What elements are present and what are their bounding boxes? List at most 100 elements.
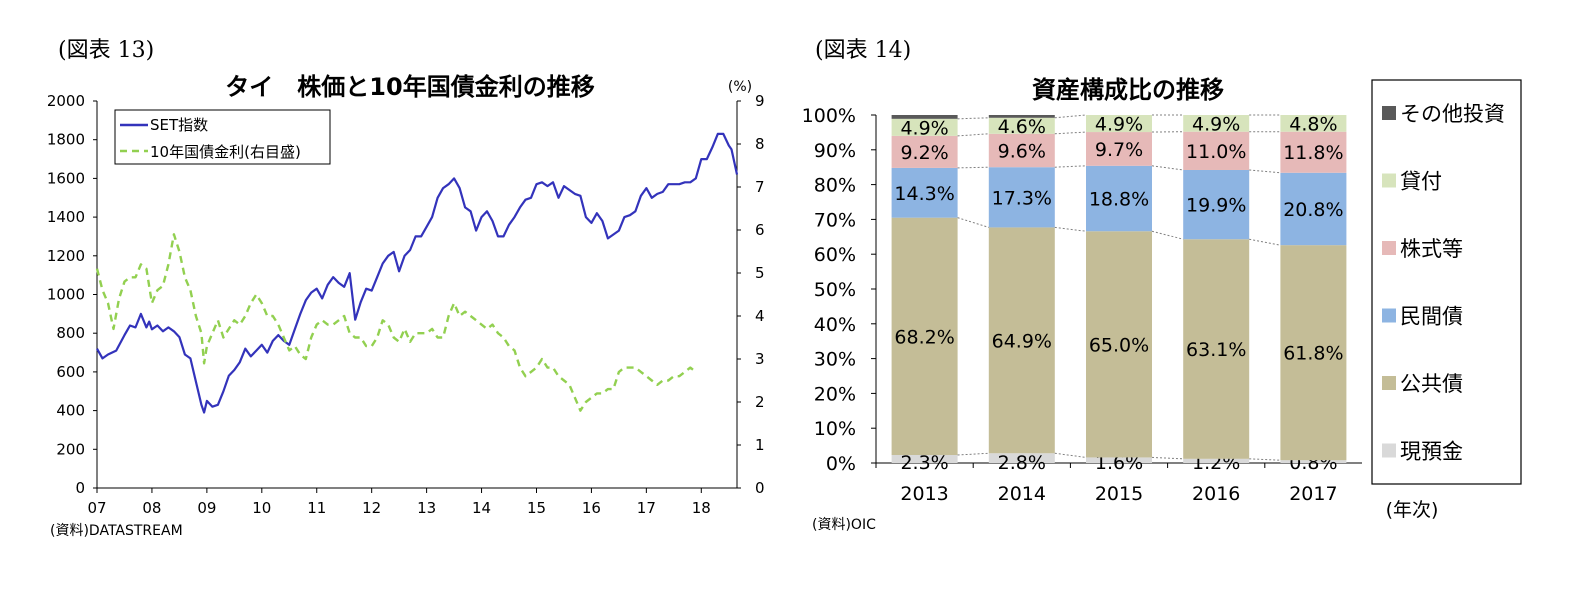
series-connector-line bbox=[957, 217, 989, 228]
legend-label-set: SET指数 bbox=[150, 116, 208, 134]
chart2-y-tick-label: 30% bbox=[814, 349, 856, 371]
stacked-bar-segment bbox=[1280, 131, 1347, 173]
chart2-source: (資料)OIC bbox=[812, 517, 876, 533]
chart2-y-tick-label: 100% bbox=[802, 105, 856, 127]
series-connector-line bbox=[1151, 165, 1184, 171]
chart1-x-tick-label: 08 bbox=[142, 499, 161, 517]
segment-data-label: 18.8% bbox=[1089, 189, 1149, 211]
stacked-bar-segment bbox=[1183, 115, 1250, 132]
chart1-left-tick-label: 600 bbox=[56, 363, 85, 381]
legend-label: 民間債 bbox=[1400, 305, 1463, 329]
stacked-bar-segment bbox=[1086, 115, 1152, 133]
chart1-plot-area: 0200400600800100012001400160018002000012… bbox=[47, 92, 765, 517]
chart1-right-unit: (%) bbox=[728, 79, 752, 95]
segment-data-label: 17.3% bbox=[992, 187, 1052, 209]
chart2-y-tick-label: 70% bbox=[814, 209, 856, 231]
chart2-x-tick-label: 2016 bbox=[1192, 483, 1240, 505]
chart1-left-tick-label: 1800 bbox=[47, 131, 85, 149]
stacked-bar-segment bbox=[1086, 231, 1152, 458]
chart2-y-tick-label: 50% bbox=[814, 279, 856, 301]
stacked-bar-segment bbox=[1086, 457, 1152, 463]
chart1-right-tick-label: 7 bbox=[755, 178, 765, 196]
stacked-bar-segment bbox=[988, 117, 1055, 134]
segment-data-label: 9.7% bbox=[1095, 139, 1143, 161]
segment-data-label: 68.2% bbox=[894, 326, 954, 348]
legend-swatch bbox=[1382, 173, 1396, 188]
chart1-x-tick-label: 14 bbox=[472, 499, 491, 517]
chart2-y-tick-label: 90% bbox=[814, 140, 856, 162]
chart1-left-tick-label: 200 bbox=[56, 440, 85, 458]
segment-data-label: 11.8% bbox=[1283, 142, 1343, 164]
chart1-left-tick-label: 400 bbox=[56, 402, 85, 420]
legend-label: 公共債 bbox=[1400, 372, 1463, 396]
stacked-bar-segment bbox=[1280, 172, 1347, 246]
chart1-right-tick-label: 0 bbox=[755, 479, 765, 497]
chart1-right-tick-label: 8 bbox=[755, 135, 765, 153]
chart1-x-tick-label: 12 bbox=[362, 499, 381, 517]
legend-label: 貸付 bbox=[1400, 170, 1442, 194]
segment-data-label: 1.6% bbox=[1095, 452, 1143, 474]
chart2-x-tick-label: 2015 bbox=[1095, 483, 1143, 505]
chart2-plot-area: 0% 10% 20% 30% 40% 50% 60% 70% 80% 90% 100% 2013 201… bbox=[802, 105, 1362, 505]
segment-data-label: 4.9% bbox=[900, 117, 948, 139]
segment-data-label: 4.9% bbox=[1192, 113, 1240, 135]
series-connector-line bbox=[1249, 169, 1281, 174]
legend-swatch bbox=[1382, 308, 1396, 323]
stacked-bar-segment bbox=[1086, 132, 1152, 166]
series-connector-line bbox=[1249, 238, 1281, 246]
chart1-right-tick-label: 6 bbox=[755, 221, 765, 239]
segment-data-label: 4.8% bbox=[1289, 113, 1337, 135]
legend-swatch bbox=[1382, 443, 1396, 458]
chart1-right-tick-label: 4 bbox=[755, 307, 765, 325]
chart2-y-tick-label: 60% bbox=[814, 244, 856, 266]
chart1-right-tick-label: 3 bbox=[755, 350, 765, 368]
segment-data-label: 20.8% bbox=[1283, 199, 1343, 221]
segment-data-label: 9.2% bbox=[900, 142, 948, 164]
legend-swatch bbox=[1382, 241, 1396, 255]
figure-13-label: (図表 13) bbox=[58, 38, 154, 63]
stacked-bar-segment bbox=[1086, 165, 1152, 232]
chart2-y-tick-label: 0% bbox=[826, 453, 856, 475]
chart1-legend: SET指数 10年国債金利(右目盛) bbox=[114, 109, 331, 165]
chart1-right-tick-label: 1 bbox=[755, 436, 765, 454]
figure-14-label: (図表 14) bbox=[815, 38, 911, 63]
chart1-right-tick-label: 9 bbox=[755, 92, 765, 110]
chart1-left-tick-label: 1400 bbox=[47, 208, 85, 226]
series-connector-line bbox=[1054, 131, 1087, 135]
stacked-bar-segment bbox=[891, 454, 958, 463]
stacked-bar-segment bbox=[1183, 239, 1250, 459]
stacked-bar-segment bbox=[988, 115, 1055, 118]
chart2-y-tick-label: 20% bbox=[814, 383, 856, 405]
segment-data-label: 19.9% bbox=[1186, 195, 1246, 217]
chart1-x-tick-label: 18 bbox=[692, 499, 711, 517]
series-connector-line bbox=[1151, 456, 1184, 460]
chart2-x-tick-label: 2017 bbox=[1289, 483, 1337, 505]
stacked-bar-segment bbox=[988, 453, 1055, 463]
stacked-bar-segment bbox=[1183, 131, 1250, 170]
segment-data-label: 14.3% bbox=[894, 183, 954, 205]
chart1-left-tick-label: 2000 bbox=[47, 92, 85, 110]
chart1-left-tick-label: 1600 bbox=[47, 169, 85, 187]
stacked-bar-segment bbox=[891, 167, 958, 218]
stacked-bar-segment bbox=[891, 217, 958, 455]
series-connector-line bbox=[957, 452, 989, 456]
legend-label-bond-yield: 10年国債金利(右目盛) bbox=[150, 143, 301, 161]
chart1-left-tick-label: 1000 bbox=[47, 286, 85, 304]
chart2-bars-group: 2.3% 68.2% 14.3% 9.2% 4.9% 2.8% 64.9% 17.3% 9.6%… bbox=[891, 113, 1347, 474]
stacked-bar-segment bbox=[891, 135, 958, 168]
segment-data-label: 11.0% bbox=[1186, 141, 1246, 163]
chart1-x-tick-label: 10 bbox=[252, 499, 271, 517]
stacked-bar-segment bbox=[1183, 458, 1250, 463]
legend-label: 株式等 bbox=[1400, 237, 1463, 261]
chart1-right-tick-label: 5 bbox=[755, 264, 765, 282]
chart2-y-tick-label: 40% bbox=[814, 314, 856, 336]
stacked-bar-segment bbox=[988, 133, 1055, 168]
stacked-bar-segment bbox=[988, 167, 1055, 228]
chart1-x-tick-label: 16 bbox=[582, 499, 601, 517]
chart1-x-tick-label: 13 bbox=[417, 499, 436, 517]
chart2-y-tick-label: 10% bbox=[814, 418, 856, 440]
segment-data-label: 9.6% bbox=[998, 140, 1046, 162]
series-connector-line bbox=[957, 166, 989, 169]
